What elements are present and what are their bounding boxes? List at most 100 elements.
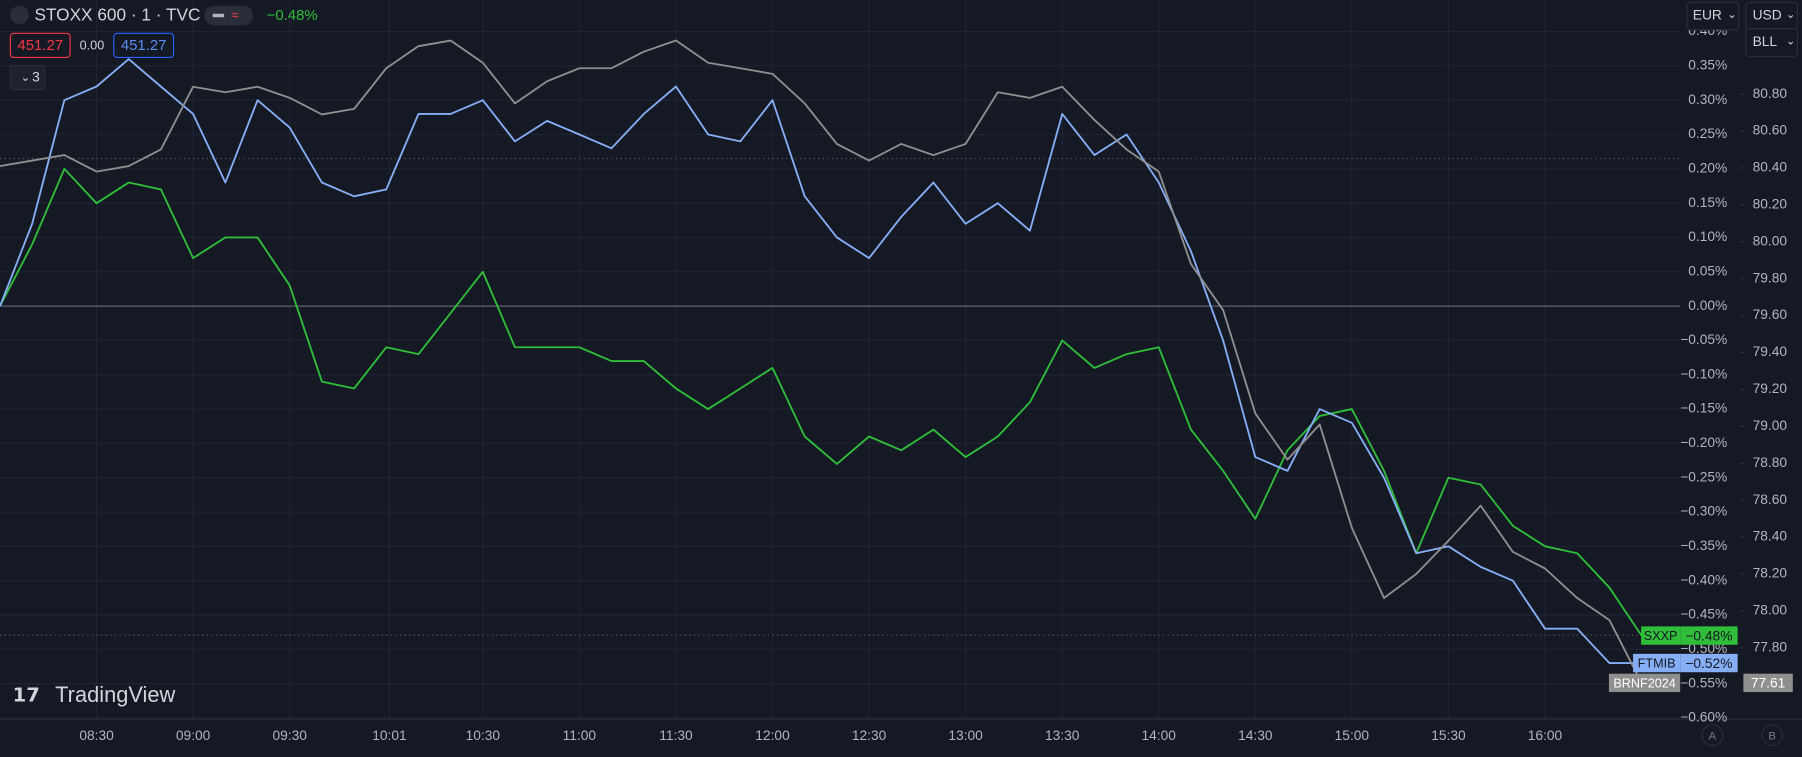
currency2: USD [1753, 8, 1782, 23]
x-tick-label: 09:00 [176, 728, 211, 743]
y-tick-label: 0.05% [1688, 263, 1727, 278]
header-change: −0.48% [267, 7, 318, 24]
y2-tick-label: 78.80 [1753, 455, 1788, 470]
price-tag [1680, 626, 1738, 645]
y-tick-label: −0.25% [1680, 469, 1727, 484]
y2-tick-label: 79.00 [1753, 418, 1788, 433]
price-tag [1680, 653, 1738, 673]
scale-button[interactable] [1761, 724, 1784, 747]
y-tick-label: −0.35% [1680, 538, 1727, 553]
line-series [0, 39, 1643, 684]
spread: 0.00 [80, 38, 105, 52]
price-label: −0.52% [1685, 656, 1732, 671]
chevron: ⌄ [1786, 35, 1796, 47]
y2-tick-label: 80.00 [1753, 233, 1788, 248]
x-tick-label: 12:00 [755, 728, 790, 743]
scale-button-label: A [1709, 730, 1717, 742]
grid [0, 0, 1681, 719]
y2-tick-label: 79.40 [1753, 344, 1788, 359]
x-tick-label: 10:30 [466, 728, 501, 743]
line-series [0, 167, 1643, 637]
buy-price: 451.27 [121, 37, 167, 54]
price-tag [1743, 673, 1793, 693]
sell-box[interactable] [9, 32, 71, 59]
y-tick-label: −0.30% [1680, 504, 1727, 519]
unit: BLL [1753, 34, 1778, 49]
currency: EUR [1693, 8, 1722, 23]
y2-tick-label: 78.40 [1753, 529, 1788, 544]
chevron: ⌄ [1727, 9, 1737, 21]
y2-tick-label: 78.60 [1753, 492, 1788, 507]
y-tick-label: 0.35% [1688, 58, 1727, 73]
y-tick-label: 0.30% [1688, 92, 1727, 107]
x-tick-label: 08:30 [79, 728, 114, 743]
series-name-tag [1608, 673, 1681, 693]
price-label: −0.48% [1685, 628, 1732, 643]
status-pill[interactable] [204, 5, 253, 26]
y2-tick-label: 78.00 [1753, 603, 1788, 618]
y-tick-label: 0.25% [1688, 126, 1727, 141]
chevron: ⌄ [1786, 9, 1796, 21]
series-name: BRNF2024 [1613, 676, 1675, 690]
lines [0, 39, 1643, 684]
x-tick-label: 13:30 [1045, 728, 1080, 743]
y-tick-label: 0.15% [1688, 195, 1727, 210]
y-tick-label: 0.00% [1688, 298, 1727, 313]
price-label: 77.61 [1751, 676, 1785, 691]
series-name: SXXP [1644, 629, 1678, 643]
y2-tick-label: 79.60 [1753, 307, 1788, 322]
x-tick-label: 12:30 [852, 728, 887, 743]
y2-tick-label: 77.80 [1753, 639, 1788, 654]
y-tick-label: −0.05% [1680, 332, 1727, 347]
buy-box[interactable] [113, 32, 175, 59]
line-series [0, 58, 1642, 664]
status-icon [212, 13, 225, 18]
y-tick-label: −0.55% [1680, 675, 1727, 690]
y2-tick-label: 79.20 [1753, 381, 1788, 396]
y-tick-label: −0.10% [1680, 366, 1727, 381]
y-tick-label: 0.20% [1688, 160, 1727, 175]
x-tick-label: 16:00 [1528, 728, 1563, 743]
sell-price: 451.27 [17, 37, 63, 54]
logo-mark: 𝟭𝟳 [13, 684, 40, 706]
x-tick-label: 11:00 [563, 728, 597, 743]
symbol-icon [10, 5, 29, 25]
y-tick-label: 0.10% [1688, 229, 1727, 244]
y2-tick-label: 80.40 [1753, 160, 1788, 175]
x-tick-label: 13:00 [948, 728, 983, 743]
y2-tick-label: 80.80 [1753, 86, 1788, 101]
y2-tick-label: 78.20 [1753, 566, 1788, 581]
x-tick-label: 11:30 [659, 728, 693, 743]
unit-button[interactable] [1745, 28, 1798, 57]
x-tick-label: 09:30 [272, 728, 307, 743]
x-tick-label: 14:30 [1238, 728, 1273, 743]
series-name-tag [1633, 653, 1681, 673]
series-name-tag [1641, 626, 1681, 645]
indicator-toggle[interactable] [9, 64, 46, 91]
logo: TradingView [55, 682, 175, 707]
y2-tick-label: 80.60 [1753, 123, 1788, 138]
x-tick-label: 15:30 [1431, 728, 1466, 743]
axis-labels: 08:30 09:00 09:30 10:01 10:30 11:00 11:30 12:00… [79, 23, 1787, 743]
indicator-count: 3 [32, 70, 40, 85]
y-tick-label: −0.20% [1680, 435, 1727, 450]
x-tick-label: 10:01 [372, 728, 406, 743]
series-name: FTMIB [1638, 657, 1676, 671]
x-tick-label: 14:00 [1142, 728, 1177, 743]
chevron: ⌄ [21, 72, 31, 84]
status-icon: ≈ [231, 8, 239, 23]
currency-button[interactable] [1686, 1, 1740, 31]
scale-button-label: B [1768, 730, 1776, 742]
y-tick-label: −0.40% [1680, 572, 1727, 587]
y2-tick-label: 79.80 [1753, 270, 1788, 285]
scale-button[interactable] [1701, 724, 1724, 747]
y-tick-label: −0.15% [1680, 401, 1727, 416]
symbol-title[interactable]: STOXX 600 · 1 · TVC [34, 5, 200, 25]
y-tick-label: −0.45% [1680, 607, 1727, 622]
x-tick-label: 15:00 [1335, 728, 1370, 743]
price-tags: SXXP −0.48% FTMIB −0.52% BRNF2024 77.61 [1608, 626, 1793, 693]
y2-tick-label: 80.20 [1753, 197, 1788, 212]
